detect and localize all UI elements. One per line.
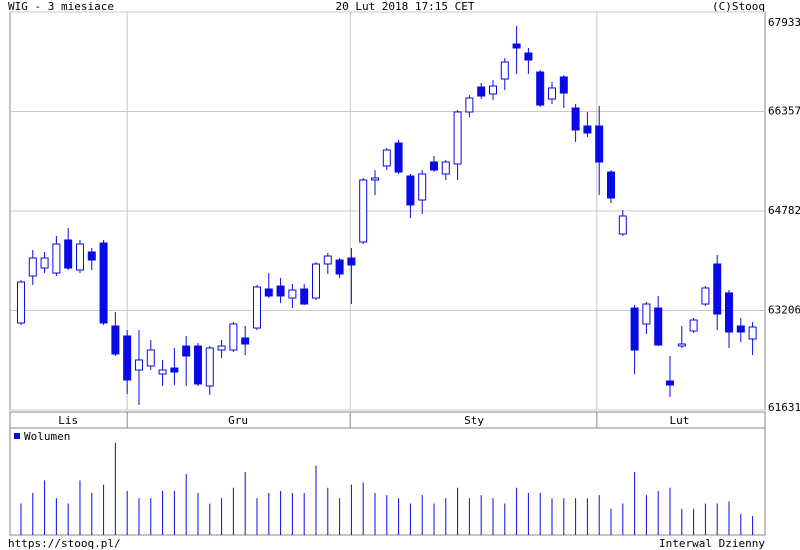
candle-body — [252, 286, 261, 329]
x-tick-label: Sty — [464, 414, 484, 427]
candle-body — [99, 242, 108, 324]
candle-body — [134, 359, 143, 371]
candle-body — [241, 337, 250, 345]
candle-body — [701, 287, 710, 305]
x-tick-label: Lut — [670, 414, 690, 427]
url: https://stooq.pl/ — [8, 537, 121, 550]
candle-body — [713, 263, 722, 315]
candle-body — [666, 380, 675, 386]
candle-body — [736, 325, 745, 333]
candle-body — [16, 281, 25, 324]
candle-body — [28, 257, 37, 277]
candle-body — [618, 215, 627, 235]
candle-body — [725, 292, 734, 333]
candle-body — [677, 343, 686, 347]
y-tick-label: 64782 — [768, 204, 800, 217]
interval: Interwal Dzienny — [659, 537, 765, 550]
candle-body — [654, 307, 663, 346]
candle-body — [630, 307, 639, 351]
candle-body — [217, 345, 226, 351]
candle-body — [394, 142, 403, 173]
candle-body — [87, 251, 96, 261]
candle-body — [229, 323, 238, 351]
candle-body — [477, 86, 486, 97]
candle-body — [382, 149, 391, 167]
candle-body — [40, 257, 49, 269]
volume-legend-swatch — [14, 433, 20, 439]
candle-body — [347, 257, 356, 266]
candle-body — [193, 345, 202, 385]
candle-body — [453, 111, 462, 165]
source: (C)Stooq — [712, 0, 765, 13]
candle-body — [559, 76, 568, 94]
candle-body — [288, 289, 297, 299]
candle-body — [595, 125, 604, 163]
candle-body — [536, 71, 545, 106]
candle-body — [571, 107, 580, 131]
candle-body — [642, 303, 651, 325]
candle-body — [146, 349, 155, 367]
candle-body — [111, 325, 120, 355]
candle-body — [512, 43, 521, 49]
candle-body — [689, 319, 698, 332]
candle-body — [359, 179, 368, 243]
x-tick-label: Gru — [228, 414, 248, 427]
x-tick-label: Lis — [58, 414, 78, 427]
volume-panel — [9, 427, 766, 536]
candle-body — [323, 255, 332, 265]
candle-body — [123, 335, 132, 381]
candle-body — [311, 263, 320, 299]
volume-legend: Wolumen — [24, 430, 70, 443]
candle-body — [418, 173, 427, 201]
candle-body — [441, 161, 450, 175]
candle-body — [52, 243, 61, 274]
candle-body — [465, 97, 474, 113]
candle-body — [75, 243, 84, 271]
candle-body — [547, 87, 556, 100]
candle-body — [170, 367, 179, 373]
candle-body — [370, 177, 379, 181]
candle-body — [429, 161, 438, 171]
y-tick-label: 67933 — [768, 16, 800, 29]
candle-body — [524, 52, 533, 61]
candle-body — [406, 175, 415, 206]
chart-title: WIG - 3 miesiace — [8, 0, 114, 13]
y-tick-label: 63206 — [768, 304, 800, 317]
y-tick-label: 66357 — [768, 105, 800, 118]
candle-body — [205, 347, 214, 387]
candle-body — [158, 369, 167, 375]
candle-body — [276, 285, 285, 297]
chart-subtitle: 20 Lut 2018 17:15 CET — [335, 0, 474, 13]
candle-body — [335, 259, 344, 275]
candle-body — [182, 345, 191, 357]
y-tick-label: 61631 — [768, 401, 800, 414]
candle-body — [488, 85, 497, 95]
candle-body — [64, 239, 73, 269]
candle-body — [583, 125, 592, 134]
candle-body — [264, 288, 273, 297]
candle-body — [607, 171, 616, 199]
candle-body — [500, 61, 509, 80]
candle-body — [748, 326, 757, 340]
candle-body — [300, 288, 309, 305]
